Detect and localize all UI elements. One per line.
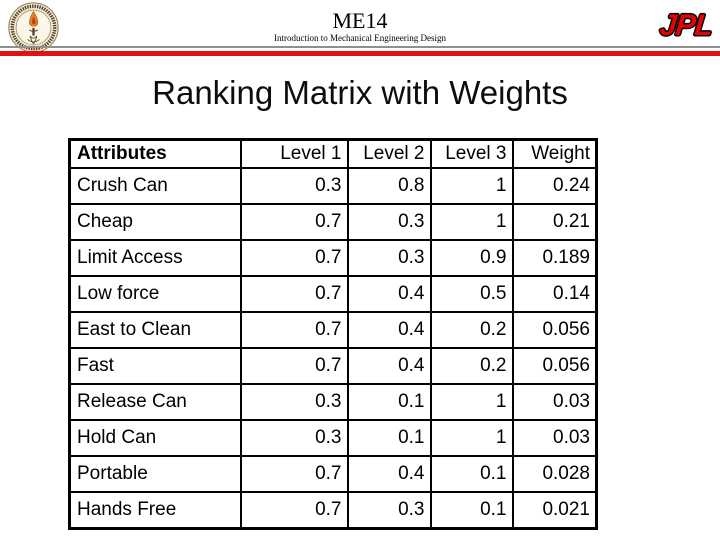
value-cell: 0.2	[429, 311, 514, 349]
column-header-weight: Weight	[511, 138, 598, 169]
value-cell: 1	[429, 203, 514, 241]
value-cell: 0.3	[239, 167, 349, 205]
attribute-cell: Limit Access	[68, 239, 242, 277]
value-cell: 0.1	[429, 491, 514, 530]
value-cell: 0.1	[346, 419, 432, 457]
attribute-cell: Portable	[68, 455, 242, 493]
attribute-cell: Hold Can	[68, 419, 242, 457]
attribute-cell: Low force	[68, 275, 242, 313]
attribute-cell: Fast	[68, 347, 242, 385]
table-header-row: Attributes Level 1 Level 2 Level 3 Weigh…	[68, 138, 598, 169]
attribute-cell: Cheap	[68, 203, 242, 241]
ranking-matrix-table: Attributes Level 1 Level 2 Level 3 Weigh…	[68, 138, 598, 530]
column-header-level2: Level 2	[346, 138, 432, 169]
value-cell: 0.3	[346, 203, 432, 241]
value-cell: 0.14	[511, 275, 598, 313]
table-row: Low force 0.7 0.4 0.5 0.14	[68, 275, 598, 313]
value-cell: 0.4	[346, 275, 432, 313]
value-cell: 0.3	[239, 419, 349, 457]
value-cell: 0.056	[511, 311, 598, 349]
value-cell: 0.7	[239, 347, 349, 385]
attribute-cell: Release Can	[68, 383, 242, 421]
jpl-logo: JPL	[658, 9, 714, 42]
header-separator-thin	[0, 46, 720, 48]
page-title: Ranking Matrix with Weights	[152, 74, 568, 111]
value-cell: 0.5	[429, 275, 514, 313]
header-separator-red	[0, 51, 720, 56]
value-cell: 0.1	[346, 383, 432, 421]
value-cell: 1	[429, 167, 514, 205]
value-cell: 0.4	[346, 455, 432, 493]
table-row: East to Clean 0.7 0.4 0.2 0.056	[68, 311, 598, 349]
value-cell: 0.8	[346, 167, 432, 205]
value-cell: 0.3	[346, 491, 432, 530]
ranking-table-body: Crush Can 0.3 0.8 1 0.24 Cheap 0.7 0.3 1 0.21 Limi…	[68, 167, 598, 530]
value-cell: 0.7	[239, 491, 349, 530]
table-row: Crush Can 0.3 0.8 1 0.24	[68, 167, 598, 205]
value-cell: 0.3	[239, 383, 349, 421]
table-row: Release Can 0.3 0.1 1 0.03	[68, 383, 598, 421]
value-cell: 0.7	[239, 239, 349, 277]
table-row: Limit Access 0.7 0.3 0.9 0.189	[68, 239, 598, 277]
value-cell: 0.03	[511, 419, 598, 457]
value-cell: 0.9	[429, 239, 514, 277]
table-row: Hands Free 0.7 0.3 0.1 0.021	[68, 491, 598, 530]
value-cell: 1	[429, 419, 514, 457]
attribute-cell: Crush Can	[68, 167, 242, 205]
course-subtitle: Introduction to Mechanical Engineering D…	[274, 33, 446, 43]
header-center: ME14 Introduction to Mechanical Engineer…	[0, 9, 720, 44]
table-row: Portable 0.7 0.4 0.1 0.028	[68, 455, 598, 493]
value-cell: 0.03	[511, 383, 598, 421]
value-cell: 0.2	[429, 347, 514, 385]
value-cell: 0.7	[239, 455, 349, 493]
value-cell: 0.3	[346, 239, 432, 277]
column-header-level3: Level 3	[429, 138, 514, 169]
attribute-cell: Hands Free	[68, 491, 242, 530]
value-cell: 0.4	[346, 347, 432, 385]
value-cell: 0.7	[239, 203, 349, 241]
table-row: Fast 0.7 0.4 0.2 0.056	[68, 347, 598, 385]
table-row: Hold Can 0.3 0.1 1 0.03	[68, 419, 598, 457]
value-cell: 0.028	[511, 455, 598, 493]
value-cell: 0.7	[239, 311, 349, 349]
attribute-cell: East to Clean	[68, 311, 242, 349]
course-code: ME14	[332, 8, 388, 33]
value-cell: 0.21	[511, 203, 598, 241]
column-header-attributes: Attributes	[68, 138, 242, 169]
value-cell: 0.4	[346, 311, 432, 349]
value-cell: 0.1	[429, 455, 514, 493]
value-cell: 0.7	[239, 275, 349, 313]
caltech-seal-icon	[8, 2, 59, 53]
table-row: Cheap 0.7 0.3 1 0.21	[68, 203, 598, 241]
value-cell: 0.24	[511, 167, 598, 205]
value-cell: 0.021	[511, 491, 598, 530]
value-cell: 0.189	[511, 239, 598, 277]
value-cell: 1	[429, 383, 514, 421]
value-cell: 0.056	[511, 347, 598, 385]
column-header-level1: Level 1	[239, 138, 349, 169]
